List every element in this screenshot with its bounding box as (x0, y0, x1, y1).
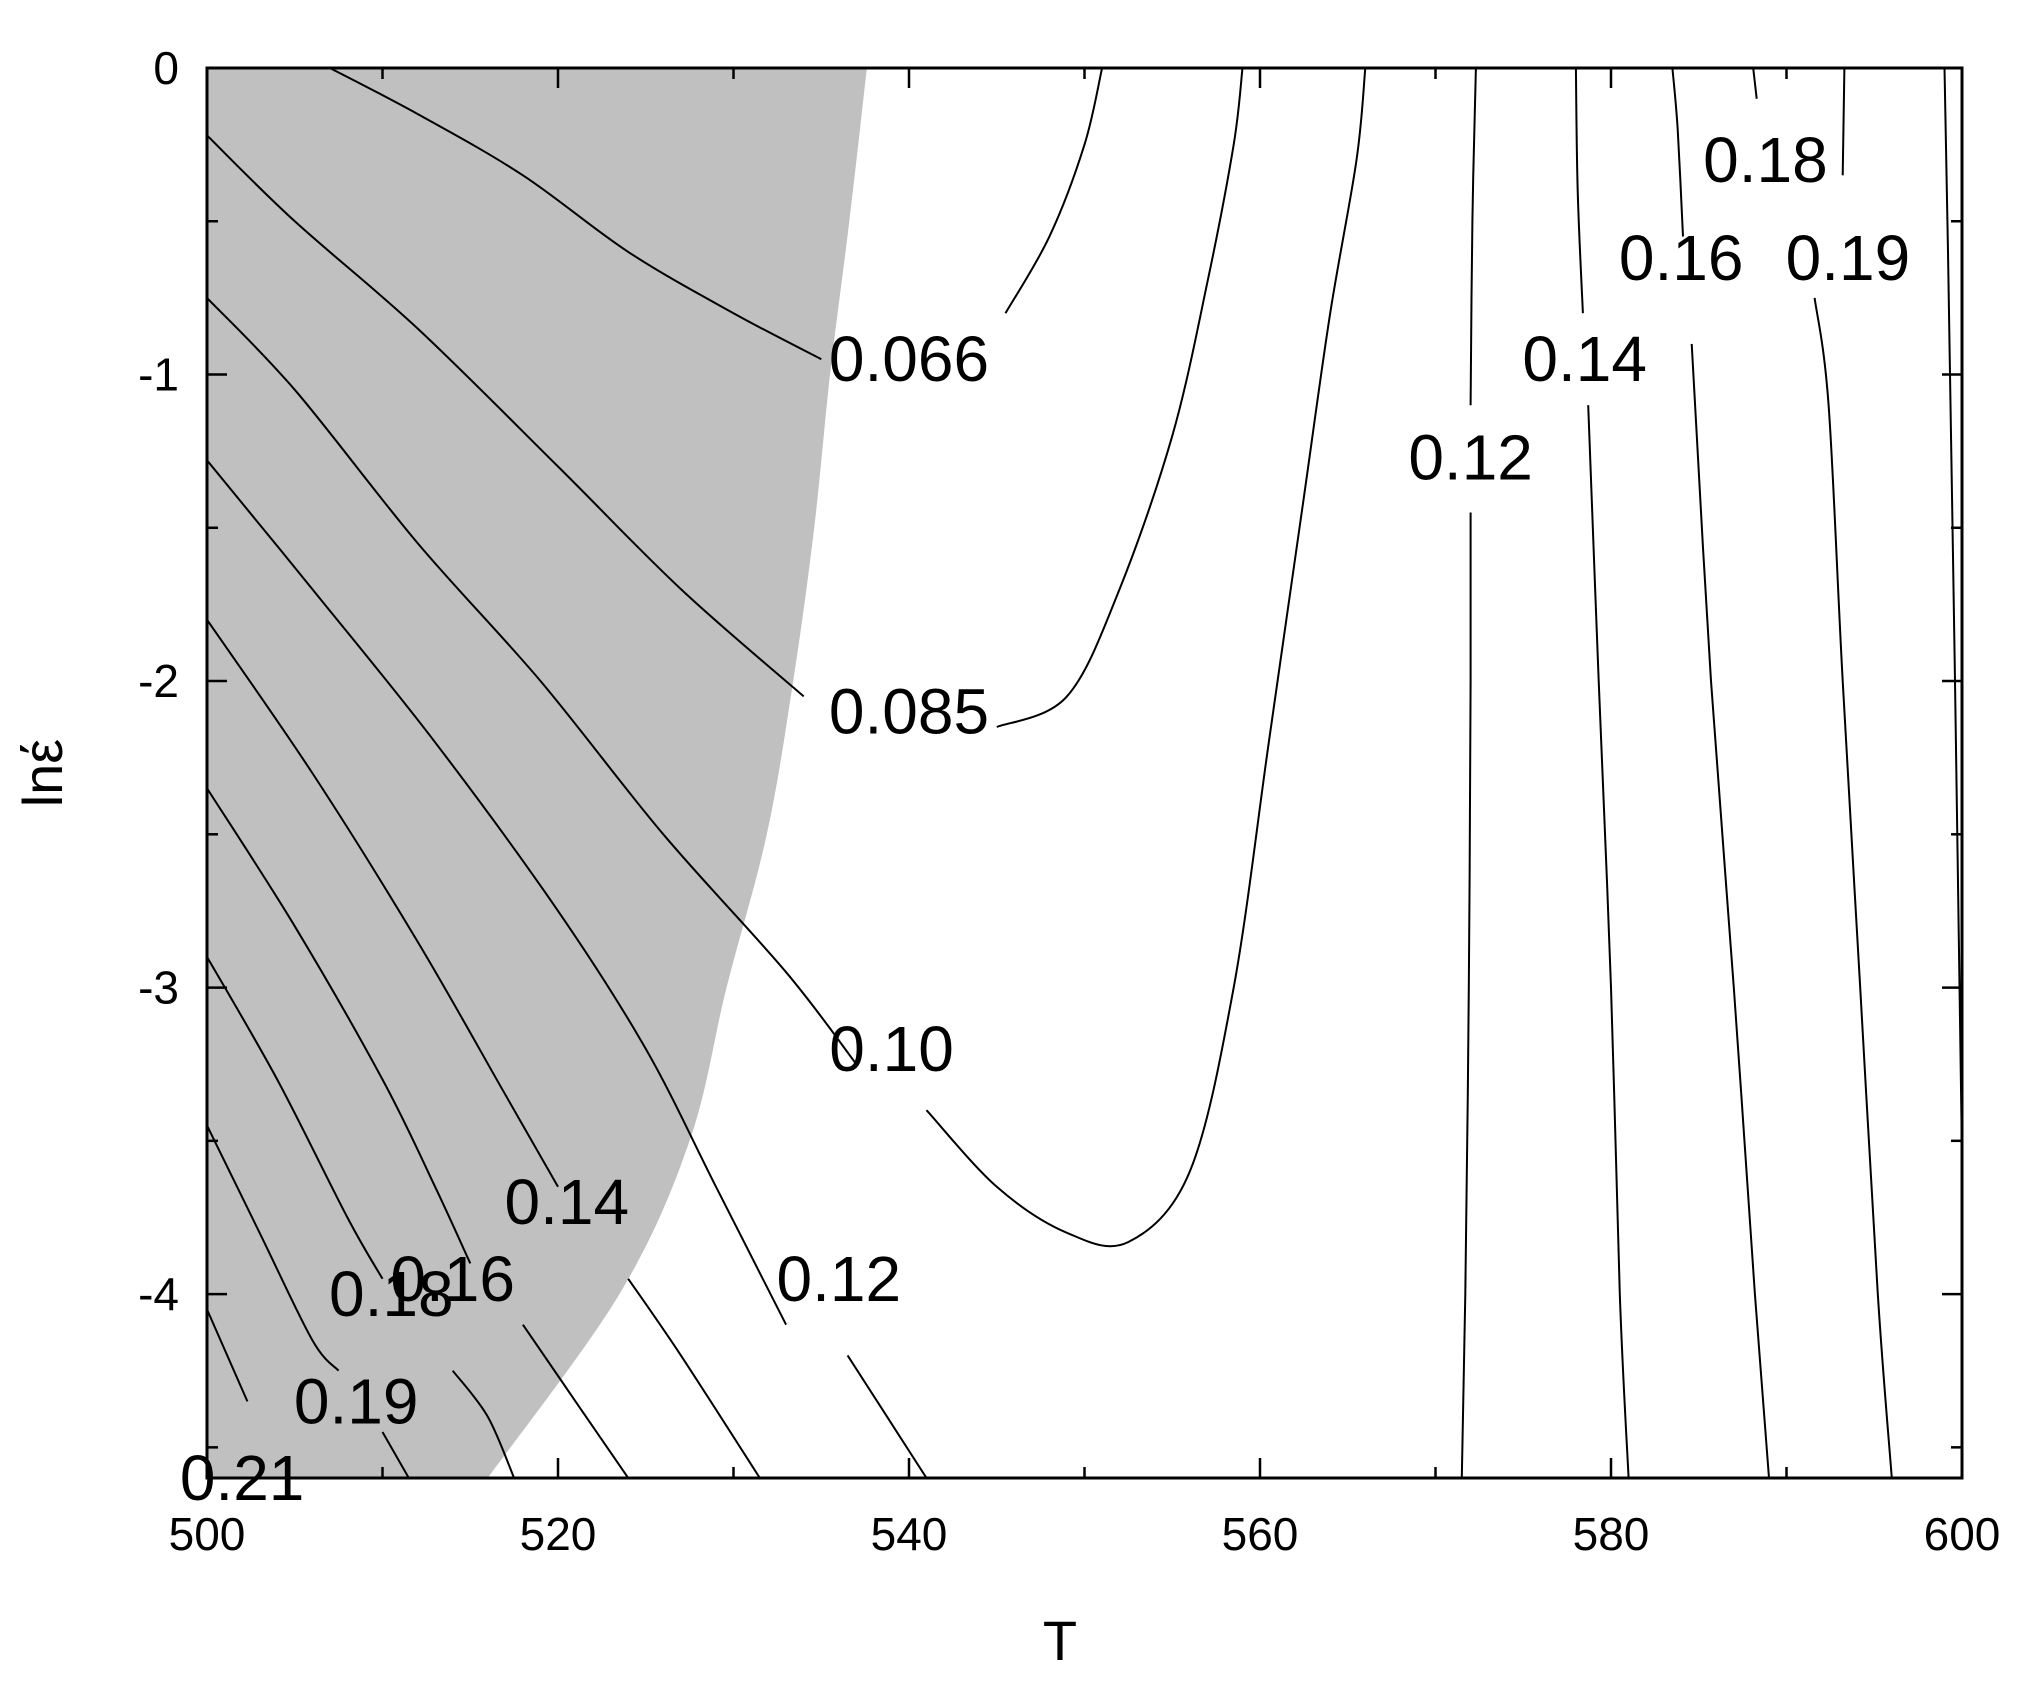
contour-line (1671, 68, 1684, 237)
x-tick-label: 560 (1222, 1508, 1299, 1560)
contour-line (1841, 68, 1846, 176)
contour-line (207, 134, 805, 698)
contour-label: 0.085 (829, 676, 989, 748)
y-tick-label: -3 (138, 962, 179, 1014)
contour-line (207, 297, 858, 1065)
y-tick-label: -4 (138, 1268, 179, 1320)
contour-line (329, 68, 822, 361)
contour-line (1004, 68, 1104, 314)
contour-line (1587, 405, 1630, 1478)
shaded-region (207, 68, 867, 1478)
y-tick-label: 0 (153, 42, 179, 94)
contour-line (1943, 68, 1962, 1157)
contour-line (207, 1125, 340, 1372)
contour-line (627, 1278, 761, 1478)
contour-label: 0.19 (294, 1365, 419, 1437)
contour-line (207, 619, 559, 1188)
contour-label: 0.16 (1619, 222, 1744, 294)
contour-label: 0.18 (329, 1258, 454, 1330)
contour-label: 0.14 (1522, 323, 1647, 395)
contour-label: 0.12 (1408, 421, 1533, 493)
y-axis-title: lnέ (11, 739, 74, 808)
y-tick-label: -1 (138, 349, 179, 401)
contour-line (451, 1370, 516, 1478)
contour-line (1813, 297, 1893, 1478)
contour-line (381, 1431, 410, 1478)
contour-label: 0.19 (1786, 222, 1911, 294)
contour-label: 0.16 (390, 1243, 515, 1315)
contour-label: 0.066 (829, 323, 989, 395)
contour-line (1690, 343, 1770, 1478)
x-tick-label: 540 (871, 1508, 948, 1560)
contour-label: 0.18 (1703, 124, 1828, 196)
contour-line (846, 1354, 928, 1478)
x-tick-label: 600 (1924, 1508, 2001, 1560)
contour-label: 0.12 (777, 1243, 902, 1315)
contour-label: 0.10 (829, 1013, 954, 1085)
contour-line (1574, 68, 1584, 314)
contour-label: 0.14 (505, 1166, 630, 1238)
contour-line (1460, 512, 1472, 1478)
x-tick-label: 500 (169, 1508, 246, 1560)
contour-line (996, 68, 1244, 728)
contour-line (522, 1324, 630, 1478)
contour-line (207, 956, 384, 1280)
contour-line (925, 68, 1367, 1248)
contour-line (207, 787, 472, 1264)
contour-line (1752, 68, 1758, 99)
y-tick-label: -2 (138, 655, 179, 707)
contour-line (207, 459, 787, 1326)
contour-line (1469, 68, 1477, 406)
x-axis-title: T (1043, 1609, 1077, 1672)
contour-line (207, 1308, 249, 1402)
x-tick-label: 520 (520, 1508, 597, 1560)
x-tick-label: 580 (1573, 1508, 1650, 1560)
